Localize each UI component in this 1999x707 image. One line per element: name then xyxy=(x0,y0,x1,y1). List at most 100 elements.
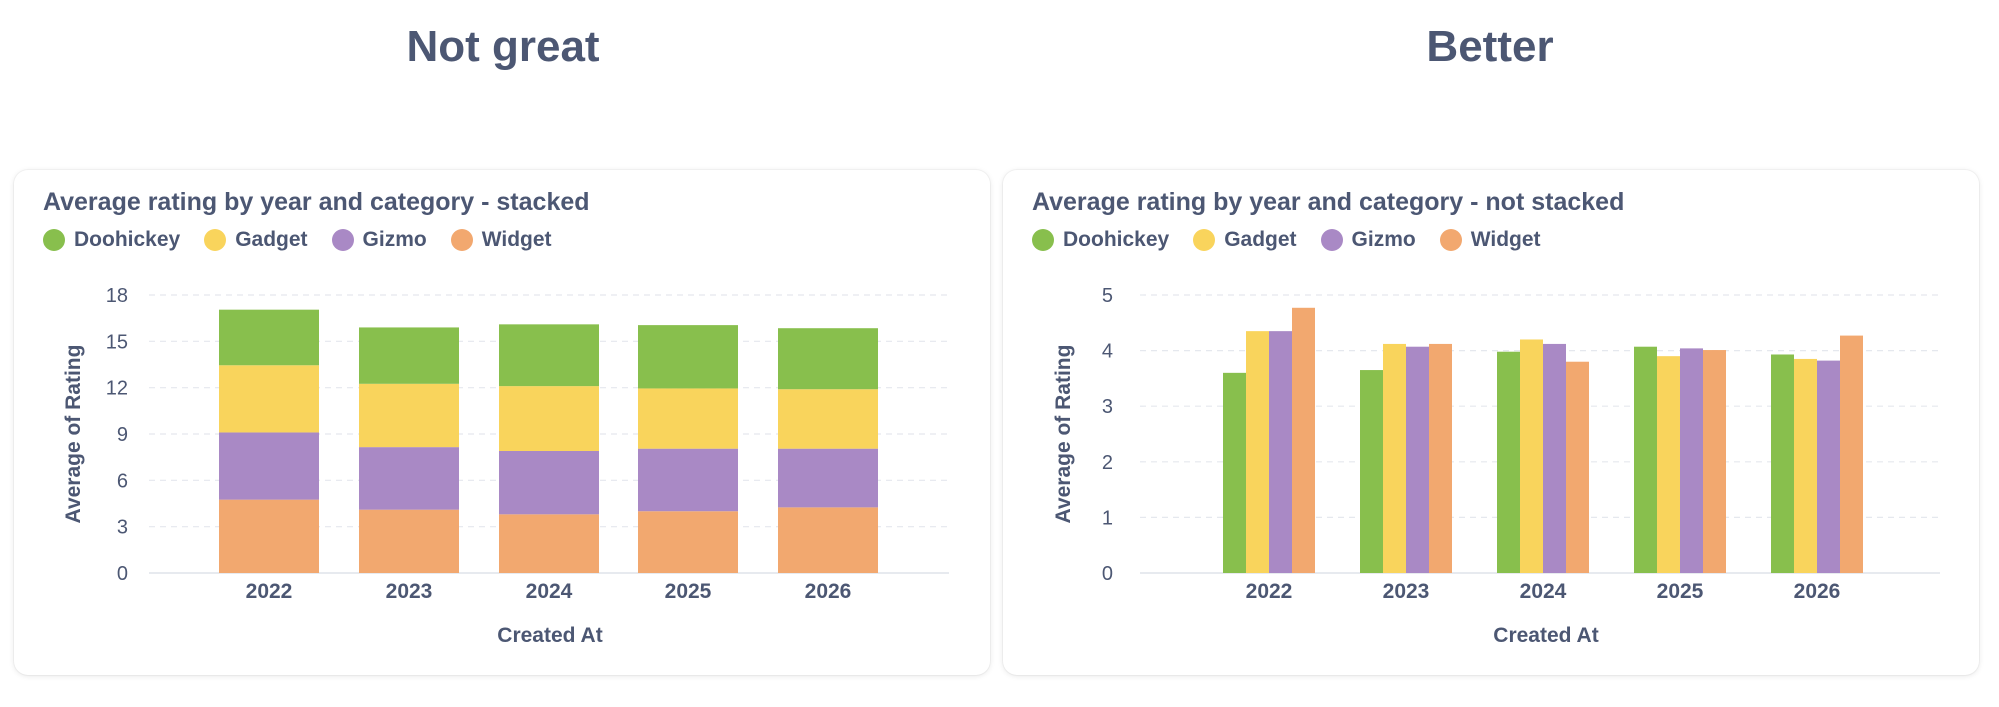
bar-gadget-2024 xyxy=(499,386,599,451)
legend-label: Widget xyxy=(481,228,552,251)
y-tick-label: 12 xyxy=(106,378,128,400)
legend-dot-gadget xyxy=(204,229,227,251)
x-tick-label: 2022 xyxy=(1246,580,1293,603)
legend-item-widget[interactable]: Widget xyxy=(450,228,552,252)
legend-item-gizmo[interactable]: Gizmo xyxy=(331,228,427,252)
legend-item-gizmo[interactable]: Gizmo xyxy=(1320,228,1416,252)
y-tick-label: 9 xyxy=(117,424,128,446)
legend-item-gadget[interactable]: Gadget xyxy=(1193,228,1297,252)
bar-doohickey-2026 xyxy=(778,328,878,390)
bar-doohickey-2025 xyxy=(638,325,738,389)
y-tick-label: 4 xyxy=(1102,341,1113,363)
bar-gizmo-2024 xyxy=(499,450,599,515)
bar-gadget-2023 xyxy=(1383,343,1406,573)
y-axis-title: Average of Rating xyxy=(62,345,85,524)
bar-gadget-2026 xyxy=(1794,358,1817,573)
stacked-bar-chart: 0 3 6 9 12 15 18 Created At Average of Rating 202… xyxy=(62,285,949,647)
legend-dot-doohickey xyxy=(43,229,65,251)
legend-label: Gizmo xyxy=(1351,228,1416,251)
chart-title[interactable]: Average rating by year and category - st… xyxy=(43,188,590,216)
legend-item-doohickey[interactable]: Doohickey xyxy=(43,228,180,252)
y-tick-label: 0 xyxy=(117,563,128,585)
bar-gizmo-2023 xyxy=(1406,346,1429,573)
y-tick-label: 1 xyxy=(1102,507,1113,529)
chart-title[interactable]: Average rating by year and category - no… xyxy=(1032,188,1625,216)
bar-doohickey-2024 xyxy=(499,324,599,387)
bar-doohickey-2023 xyxy=(359,327,459,384)
bar-gizmo-2024 xyxy=(1543,343,1566,573)
bar-doohickey-2022 xyxy=(219,309,319,366)
bar-widget-2026 xyxy=(1840,335,1863,573)
x-tick-label: 2026 xyxy=(805,580,852,603)
y-tick-label: 18 xyxy=(106,285,128,307)
legend-dot-widget xyxy=(1439,229,1462,251)
y-tick-label: 6 xyxy=(117,470,128,492)
chart-legend: Doohickey Gadget Gizmo Widget xyxy=(1032,228,1541,252)
y-axis-title: Average of Rating xyxy=(1052,345,1075,524)
bar-doohickey-2026 xyxy=(1771,354,1794,573)
x-tick-label: 2025 xyxy=(665,580,712,603)
bar-widget-2023 xyxy=(1429,343,1452,573)
bar-widget-2026 xyxy=(778,507,878,573)
legend-dot-doohickey xyxy=(1032,229,1054,251)
legend-item-widget[interactable]: Widget xyxy=(1439,228,1541,252)
bar-gadget-2025 xyxy=(1657,356,1680,573)
bar-gizmo-2025 xyxy=(1680,348,1703,573)
y-tick-label: 0 xyxy=(1102,563,1113,585)
bar-doohickey-2024 xyxy=(1497,351,1520,573)
legend-item-gadget[interactable]: Gadget xyxy=(204,228,308,252)
x-axis-title: Created At xyxy=(497,624,602,647)
bar-widget-2025 xyxy=(638,511,738,573)
bar-widget-2024 xyxy=(1566,361,1589,573)
stacked-chart-card: Average rating by year and category - st… xyxy=(14,170,990,675)
legend-dot-widget xyxy=(450,229,473,251)
bar-gizmo-2025 xyxy=(638,448,738,512)
bar-gizmo-2022 xyxy=(1269,331,1292,573)
y-tick-label: 2 xyxy=(1102,452,1113,474)
bar-gadget-2022 xyxy=(219,365,319,433)
y-tick-label: 3 xyxy=(1102,396,1113,418)
bar-gadget-2022 xyxy=(1246,331,1269,573)
bar-widget-2023 xyxy=(359,509,459,573)
legend-label: Gizmo xyxy=(362,228,427,251)
bar-widget-2024 xyxy=(499,514,599,573)
bar-gadget-2025 xyxy=(638,388,738,449)
bar-gadget-2026 xyxy=(778,389,878,449)
x-tick-label: 2022 xyxy=(246,580,293,603)
grouped-bar-chart: 0 1 2 3 4 5 Created At Average of Rating 2022 202… xyxy=(1052,285,1940,647)
bar-gizmo-2023 xyxy=(359,447,459,510)
bar-doohickey-2023 xyxy=(1360,370,1383,573)
y-tick-label: 5 xyxy=(1102,285,1113,307)
bar-gadget-2023 xyxy=(359,383,459,448)
bar-gizmo-2022 xyxy=(219,432,319,500)
bar-doohickey-2025 xyxy=(1634,346,1657,573)
heading-better: Better xyxy=(1426,22,1554,71)
heading-not-great: Not great xyxy=(406,22,600,71)
legend-label: Widget xyxy=(1470,228,1541,251)
legend-label: Gadget xyxy=(235,228,308,251)
legend-label: Doohickey xyxy=(74,228,181,251)
legend-dot-gizmo xyxy=(1320,229,1343,251)
bar-widget-2022 xyxy=(1292,307,1315,573)
legend-dot-gadget xyxy=(1193,229,1216,251)
x-tick-label: 2024 xyxy=(1520,580,1567,603)
y-tick-label: 3 xyxy=(117,517,128,539)
bar-gizmo-2026 xyxy=(778,448,878,508)
legend-item-doohickey[interactable]: Doohickey xyxy=(1032,228,1169,252)
x-tick-label: 2023 xyxy=(1383,580,1430,603)
bar-widget-2025 xyxy=(1703,350,1726,573)
x-axis-title: Created At xyxy=(1493,624,1598,647)
grouped-chart-card: Average rating by year and category - no… xyxy=(1003,170,1979,675)
legend-label: Doohickey xyxy=(1063,228,1170,251)
bar-gadget-2024 xyxy=(1520,339,1543,573)
x-tick-label: 2026 xyxy=(1794,580,1841,603)
bar-widget-2022 xyxy=(219,499,319,573)
y-tick-label: 15 xyxy=(106,331,128,353)
bar-doohickey-2022 xyxy=(1223,372,1246,573)
x-tick-label: 2024 xyxy=(526,580,573,603)
x-tick-label: 2025 xyxy=(1657,580,1704,603)
x-tick-label: 2023 xyxy=(386,580,433,603)
bar-gizmo-2026 xyxy=(1817,360,1840,573)
legend-dot-gizmo xyxy=(331,229,354,251)
legend-label: Gadget xyxy=(1224,228,1297,251)
